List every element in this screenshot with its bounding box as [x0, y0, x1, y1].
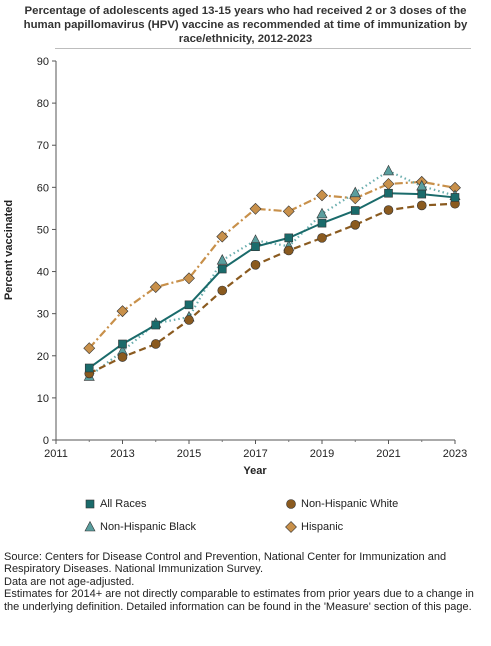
y-tick-label: 80 — [37, 98, 49, 110]
data-point-non-hispanic-white — [416, 200, 427, 211]
data-point-all-races — [317, 218, 327, 228]
series-lines — [88, 169, 456, 378]
data-point-non-hispanic-white — [117, 352, 128, 362]
series-line-non-hispanic-black — [88, 169, 456, 378]
chart-axes: 0 10 20 30 40 50 60 70 80 90 2011 2013 2015 2017 2019 2… — [37, 56, 467, 460]
data-point-hispanic — [116, 305, 129, 318]
data-point-non-hispanic-white — [317, 233, 327, 243]
data-point-non-hispanic-white — [250, 260, 261, 270]
x-tick-label: 2019 — [310, 448, 334, 460]
chart-title: Percentage of adolescents aged 13-15 yea… — [23, 5, 468, 45]
x-axis-label: Year — [243, 465, 267, 477]
data-point-non-hispanic-white — [383, 205, 394, 215]
legend-marker-all-races — [85, 499, 95, 509]
comparability-note: Estimates for 2014+ are not directly com… — [4, 588, 474, 613]
series-line-all-races — [88, 192, 456, 369]
data-point-all-races — [350, 206, 360, 215]
data-point-all-races — [84, 363, 94, 373]
data-point-hispanic — [382, 178, 395, 190]
data-point-hispanic — [316, 189, 328, 202]
y-tick-label: 90 — [37, 56, 49, 68]
series-markers — [83, 164, 461, 381]
data-point-non-hispanic-black — [349, 186, 361, 198]
data-point-all-races — [450, 193, 460, 202]
data-point-non-hispanic-white — [350, 220, 361, 230]
y-tick-label: 60 — [37, 182, 49, 194]
data-point-hispanic — [216, 230, 229, 243]
data-point-all-races — [118, 339, 127, 349]
x-tick-label: 2011 — [44, 448, 68, 460]
y-tick-label: 0 — [43, 435, 49, 447]
data-point-non-hispanic-black — [216, 254, 228, 265]
data-point-all-races — [417, 189, 427, 199]
data-point-all-races — [284, 233, 294, 243]
y-tick-label: 10 — [37, 393, 49, 405]
data-point-hispanic — [249, 202, 262, 215]
data-point-all-races — [384, 188, 393, 198]
source-note: Source: Centers for Disease Control and … — [4, 551, 447, 576]
title-divider — [55, 48, 471, 49]
data-point-non-hispanic-white — [184, 315, 194, 325]
data-point-hispanic — [183, 272, 195, 285]
x-tick-label: 2015 — [177, 448, 201, 460]
data-point-non-hispanic-black — [316, 207, 328, 219]
legend-marker-hispanic — [285, 521, 297, 533]
footnotes: Source: Centers for Disease Control and … — [4, 551, 488, 613]
data-point-non-hispanic-white — [283, 245, 294, 256]
data-point-hispanic — [149, 281, 162, 294]
data-point-hispanic — [83, 342, 96, 355]
y-tick-label: 40 — [37, 267, 49, 279]
y-tick-label: 50 — [37, 224, 49, 236]
legend-marker-non-hispanic-black — [84, 520, 96, 532]
y-tick-label: 20 — [37, 351, 49, 363]
x-tick-label: 2023 — [443, 448, 467, 460]
data-point-non-hispanic-white — [217, 285, 228, 296]
y-tick-label: 70 — [37, 140, 49, 152]
data-point-non-hispanic-black — [383, 164, 394, 176]
data-point-all-races — [251, 242, 260, 252]
data-point-all-races — [151, 320, 161, 330]
x-tick-label: 2021 — [376, 448, 400, 460]
y-tick-label: 30 — [37, 309, 49, 321]
x-tick-label: 2013 — [110, 448, 134, 460]
data-point-non-hispanic-white — [150, 339, 161, 349]
x-tick-label: 2017 — [243, 448, 267, 460]
series-line-hispanic — [88, 180, 456, 349]
legend-marker-non-hispanic-white — [286, 499, 296, 509]
data-point-all-races — [217, 264, 227, 274]
y-axis-label: Percent vaccinated — [3, 200, 15, 300]
age-adjusted-note: Data are not age-adjusted. — [4, 575, 135, 588]
data-point-hispanic — [282, 205, 295, 218]
series-line-non-hispanic-white — [88, 202, 456, 375]
legend-markers — [84, 499, 297, 533]
data-point-all-races — [184, 300, 194, 310]
